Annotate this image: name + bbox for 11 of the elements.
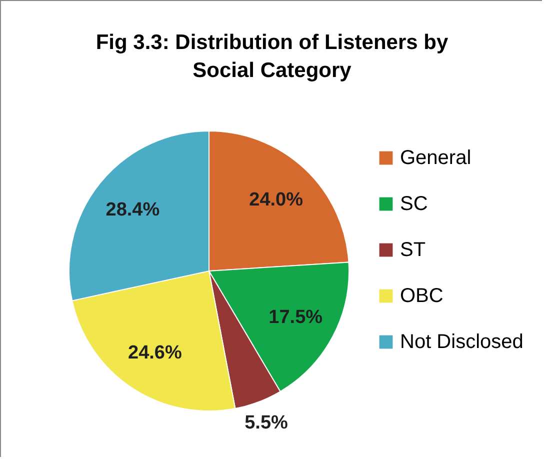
data-label: 5.5% [244,412,288,434]
legend-label: SC [400,193,428,215]
data-label: 24.6% [128,342,182,364]
data-label: 24.0% [249,190,304,211]
legend-label: OBC [400,285,444,307]
data-label: 17.5% [268,306,323,328]
chart-title: Fig 3.3: Distribution of Listeners by Social Category [96,31,448,82]
legend-label: Not Disclosed [400,331,524,353]
data-label: 28.4% [106,199,160,220]
legend-label: ST [400,239,426,261]
legend-label: General [400,147,472,169]
